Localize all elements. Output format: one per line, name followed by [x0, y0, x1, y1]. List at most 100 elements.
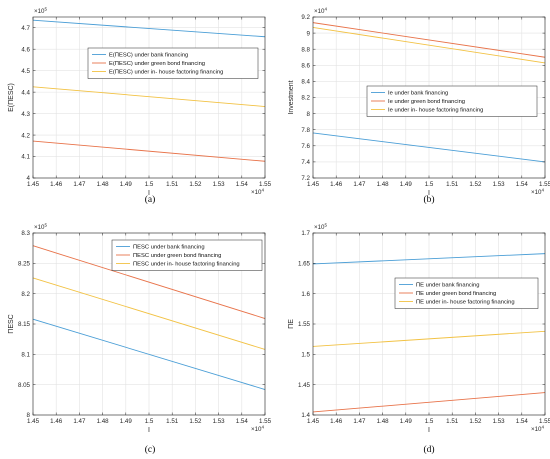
x-tick-label: 1.54 — [236, 418, 249, 425]
x-tick-label: 1.54 — [236, 181, 249, 188]
series-line-2 — [32, 245, 266, 319]
legend-entry: ΠESC under in- house factoring financing — [133, 262, 240, 268]
x-tick-label: 1.52 — [189, 181, 202, 188]
y-tick-label: 8 — [307, 111, 311, 118]
x-tick-label: 1.55 — [539, 418, 550, 425]
x-tick-label: 1.47 — [353, 418, 366, 425]
y-tick-label: 8.8 — [301, 46, 310, 53]
y-tick-label: 4.2 — [21, 132, 30, 139]
y-tick-label: 8.15 — [18, 321, 31, 328]
x-tick-label: 1.51 — [446, 181, 459, 188]
y-tick-label: 1.45 — [298, 382, 311, 389]
series-line-1 — [312, 253, 546, 265]
x-tick-label: 1.51 — [166, 418, 179, 425]
legend: Ie under bank financing Ie under green bo… — [366, 85, 538, 117]
x-tick-label: 1.5 — [425, 418, 434, 425]
legend-box — [366, 85, 538, 117]
y-axis-label: ΠE — [288, 319, 295, 329]
y-axis-label: ΠESC — [8, 314, 15, 333]
y-tick-label: 4.4 — [21, 89, 30, 96]
legend-box — [394, 277, 539, 309]
x-tick-label: 1.46 — [330, 418, 343, 425]
y-tick-label: 1.7 — [301, 230, 310, 237]
panel-label: (c) — [145, 444, 156, 455]
series-line-2 — [32, 140, 266, 162]
legend-box — [87, 47, 259, 79]
x-tick-label: 1.46 — [330, 181, 343, 188]
x-tick-label: 1.53 — [213, 181, 226, 188]
x-tick-label: 1.46 — [50, 418, 63, 425]
series-line-1 — [312, 132, 546, 163]
x-tick-label: 1.54 — [516, 418, 529, 425]
y-tick-label: 1.4 — [301, 412, 310, 419]
x-tick-label: 1.52 — [189, 418, 202, 425]
series-line-3 — [312, 27, 546, 64]
x-tick-label: 1.51 — [166, 181, 179, 188]
y-tick-label: 4.1 — [21, 154, 30, 161]
chart-panel-4: 1.45 1.46 1.47 1.48 1.49 1.5 1.51 1.52 1.53 1.54 1… — [288, 223, 550, 456]
series-line-2 — [312, 22, 546, 58]
x-tick-label: 1.49 — [400, 418, 413, 425]
y-tick-label: 1.5 — [301, 352, 310, 359]
y-tick-label: 1.55 — [298, 321, 311, 328]
y-tick-label: 8.3 — [21, 230, 30, 237]
y-axis-label: Investment — [288, 80, 295, 114]
legend: ΠESC under bank financing ΠESC under gree… — [111, 239, 263, 271]
x-axis-label: I — [428, 190, 430, 197]
y-tick-label: 9 — [307, 30, 311, 37]
y-exponent: ×105 — [34, 7, 48, 16]
x-tick-label: 1.48 — [377, 418, 390, 425]
x-tick-label: 1.52 — [469, 181, 482, 188]
x-tick-label: 1.47 — [353, 181, 366, 188]
x-tick-label: 1.49 — [400, 181, 413, 188]
x-tick-label: 1.52 — [469, 418, 482, 425]
y-exponent: ×104 — [314, 7, 328, 16]
chart-panel-2: 1.45 1.46 1.47 1.48 1.49 1.5 1.51 1.52 1.53 1.54 1… — [288, 7, 550, 206]
y-tick-label: 4 — [27, 175, 31, 182]
x-axis-label: I — [148, 190, 150, 197]
series-line-2 — [312, 392, 546, 413]
legend-entry: Ie under in- house factoring financing — [388, 108, 483, 114]
y-axis-label: E(ΠESC) — [8, 83, 15, 112]
y-tick-label: 8.25 — [18, 261, 31, 268]
legend-entry: ΠE under bank financing — [416, 283, 480, 289]
x-tick-label: 1.5 — [145, 181, 154, 188]
legend-entry: Ie under bank financing — [388, 91, 448, 97]
x-tick-label: 1.48 — [377, 181, 390, 188]
panel-label: (b) — [423, 194, 434, 205]
y-tick-label: 4.5 — [21, 68, 30, 75]
legend-entry: Ie under green bond financing — [388, 99, 465, 105]
x-tick-label: 1.49 — [120, 418, 133, 425]
series-line-3 — [32, 277, 266, 350]
series-line-3 — [312, 330, 546, 347]
y-tick-label: 8.05 — [18, 382, 31, 389]
x-tick-label: 1.5 — [425, 181, 434, 188]
x-tick-label: 1.5 — [145, 418, 154, 425]
x-axis-label: I — [428, 427, 430, 434]
legend-entry: ΠESC under bank financing — [133, 245, 205, 251]
legend-entry: E(ΠESC) under green bond financing — [109, 61, 205, 67]
y-tick-label: 8.6 — [301, 63, 310, 70]
x-tick-label: 1.45 — [27, 181, 40, 188]
x-tick-label: 1.53 — [493, 181, 506, 188]
y-tick-label: 4.7 — [21, 25, 30, 32]
y-tick-label: 4.3 — [21, 111, 30, 118]
y-tick-label: 1.6 — [301, 291, 310, 298]
legend-entry: E(ΠESC) under bank financing — [109, 53, 188, 59]
x-tick-label: 1.55 — [259, 181, 272, 188]
y-tick-label: 8.1 — [21, 352, 30, 359]
x-tick-label: 1.47 — [73, 181, 86, 188]
legend-entry: ΠE under in- house factoring financing — [416, 300, 515, 306]
y-tick-label: 8.4 — [301, 79, 310, 86]
y-tick-label: 9.2 — [301, 14, 310, 21]
chart-panel-1: 1.45 1.46 1.47 1.48 1.49 1.5 1.51 1.52 1.53 1.54 1… — [8, 7, 272, 206]
y-tick-label: 8.2 — [21, 291, 30, 298]
y-tick-label: 7.4 — [301, 159, 310, 166]
x-tick-label: 1.55 — [539, 181, 550, 188]
series-line-1 — [32, 19, 266, 38]
x-tick-label: 1.54 — [516, 181, 529, 188]
legend-entry: ΠESC under green bond financing — [133, 253, 221, 259]
panel-label: (d) — [423, 444, 434, 455]
legend: E(ΠESC) under bank financing E(ΠESC) unde… — [87, 47, 259, 79]
